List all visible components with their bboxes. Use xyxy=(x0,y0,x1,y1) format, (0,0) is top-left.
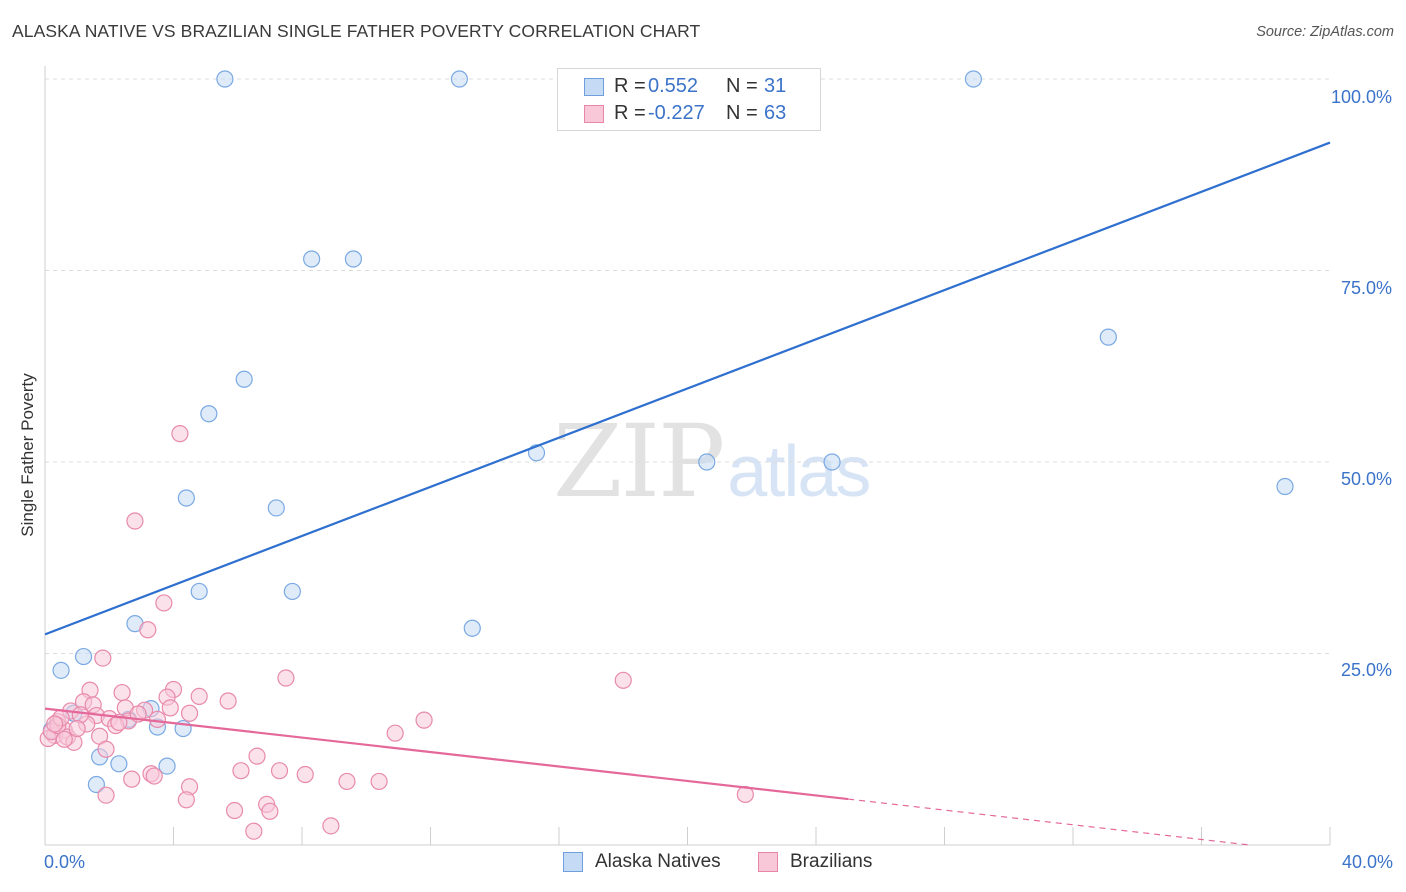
brazil-point-35 xyxy=(248,747,266,765)
brazil-point-52 xyxy=(245,822,263,840)
legend-item-brazilians[interactable]: Brazilians xyxy=(758,851,872,873)
stats-legend-row-brazil: R = -0.227 N = 63 xyxy=(558,100,786,127)
y-tick-label-75: 75.0% xyxy=(1340,278,1392,298)
legend-swatch-alaska xyxy=(584,77,604,96)
legend-swatch-alaska-natives xyxy=(563,852,583,872)
alaska-point-4 xyxy=(303,250,321,268)
brazil-point-0 xyxy=(171,425,189,443)
alaska-point-19 xyxy=(74,647,93,666)
brazil-point-43 xyxy=(370,772,388,791)
chart-title: ALASKA NATIVE VS BRAZILIAN SINGLE FATHER… xyxy=(12,21,701,41)
alaska-point-13 xyxy=(177,489,195,507)
brazil-point-62 xyxy=(46,715,64,733)
alaska-point-20 xyxy=(52,661,70,679)
brazil-point-37 xyxy=(123,770,141,788)
r-label: R = xyxy=(614,102,646,124)
brazil-point-5 xyxy=(277,669,295,687)
brazil-point-6 xyxy=(614,671,632,689)
trend-line-brazil xyxy=(44,707,849,801)
r-label: R = xyxy=(614,75,646,97)
y-tick-label-100: 100.0% xyxy=(1330,87,1392,107)
alaska-point-14 xyxy=(267,499,285,517)
series-legend: Alaska Natives Brazilians xyxy=(0,851,1406,877)
brazil-point-46 xyxy=(177,791,195,809)
brazil-point-40 xyxy=(270,762,289,780)
brazil-point-58 xyxy=(55,730,73,748)
x-tick-label-min: 0.0% xyxy=(44,852,86,872)
brazil-point-24 xyxy=(415,711,433,729)
brazil-point-22 xyxy=(148,710,167,728)
brazil-point-59 xyxy=(68,719,86,738)
legend-label: Brazilians xyxy=(790,851,873,872)
y-tick-label-50: 50.0% xyxy=(1340,469,1392,489)
alaska-point-12 xyxy=(1276,477,1294,496)
trend-line-alaska xyxy=(44,141,1331,636)
brazil-point-45 xyxy=(97,786,115,804)
alaska-point-10 xyxy=(698,453,716,471)
brazil-point-11 xyxy=(190,687,208,705)
n-value: 31 xyxy=(764,75,787,97)
brazil-point-50 xyxy=(261,802,279,820)
r-value: 0.552 xyxy=(648,75,699,97)
brazil-point-42 xyxy=(338,772,356,791)
legend-swatch-brazilians xyxy=(758,852,778,872)
alaska-point-15 xyxy=(190,582,208,601)
trend-line-brazil-extension xyxy=(848,798,1250,846)
alaska-point-29 xyxy=(158,757,176,775)
legend-swatch-brazil xyxy=(584,104,604,123)
brazil-point-60 xyxy=(161,699,179,717)
brazil-point-1 xyxy=(126,512,144,530)
stats-legend-row-alaska: R = 0.552 N = 31 xyxy=(558,73,786,100)
alaska-point-27 xyxy=(110,755,128,773)
y-tick-label-25: 25.0% xyxy=(1340,660,1392,680)
brazil-point-38 xyxy=(145,767,163,785)
x-tick-label-max: 40.0% xyxy=(1341,852,1393,872)
alaska-point-3 xyxy=(964,70,983,88)
brazil-point-4 xyxy=(94,649,112,667)
legend-label: Alaska Natives xyxy=(595,851,721,872)
alaska-point-6 xyxy=(1099,328,1117,346)
source-label: Source: ZipAtlas.com xyxy=(1256,24,1394,40)
watermark-atlas: atlas xyxy=(727,432,871,512)
alaska-point-18 xyxy=(463,619,481,637)
brazil-point-34 xyxy=(97,740,115,758)
brazil-point-51 xyxy=(322,817,340,835)
alaska-point-8 xyxy=(200,405,218,423)
alaska-point-16 xyxy=(283,582,301,601)
legend-item-alaska-natives[interactable]: Alaska Natives xyxy=(563,851,721,873)
alaska-point-1 xyxy=(450,70,469,88)
brazil-point-48 xyxy=(225,801,244,820)
brazil-point-41 xyxy=(296,765,314,784)
alaska-point-0 xyxy=(216,70,234,88)
alaska-point-28 xyxy=(87,775,106,794)
stats-legend: R = 0.552 N = 31 R = -0.227 N = 63 xyxy=(557,68,821,131)
brazil-point-39 xyxy=(232,762,250,780)
brazil-point-18 xyxy=(180,704,199,722)
brazil-point-31 xyxy=(386,724,404,742)
brazil-point-2 xyxy=(155,594,173,612)
alaska-point-11 xyxy=(823,453,841,471)
brazil-point-12 xyxy=(219,692,237,710)
r-value: -0.227 xyxy=(648,102,705,124)
brazil-point-3 xyxy=(139,621,157,639)
n-value: 63 xyxy=(764,102,787,124)
alaska-point-7 xyxy=(235,370,253,388)
n-label: N = xyxy=(726,102,758,124)
n-label: N = xyxy=(726,75,758,97)
alaska-point-5 xyxy=(344,250,362,268)
brazil-point-8 xyxy=(113,683,131,702)
